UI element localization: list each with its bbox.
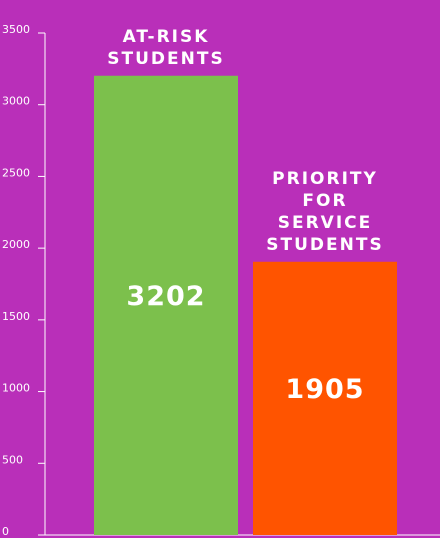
bar	[94, 75, 238, 536]
y-tick-label: 2000	[2, 238, 30, 251]
y-tick-label: 1500	[2, 310, 30, 323]
category-label: AT-RISK STUDENTS	[107, 26, 225, 69]
y-tick-label: 3000	[2, 95, 30, 108]
y-tick-label: 2500	[2, 166, 30, 179]
y-tick-label: 1000	[2, 382, 30, 395]
value-label: 1905	[285, 374, 364, 405]
value-label: 3202	[126, 281, 205, 312]
category-label: PRIORITY FOR SERVICE STUDENTS	[266, 168, 384, 255]
y-tick-label: 3500	[2, 23, 30, 36]
y-tick-label: 500	[2, 453, 23, 466]
y-tick-label: 0	[2, 525, 9, 538]
bar	[253, 261, 397, 535]
